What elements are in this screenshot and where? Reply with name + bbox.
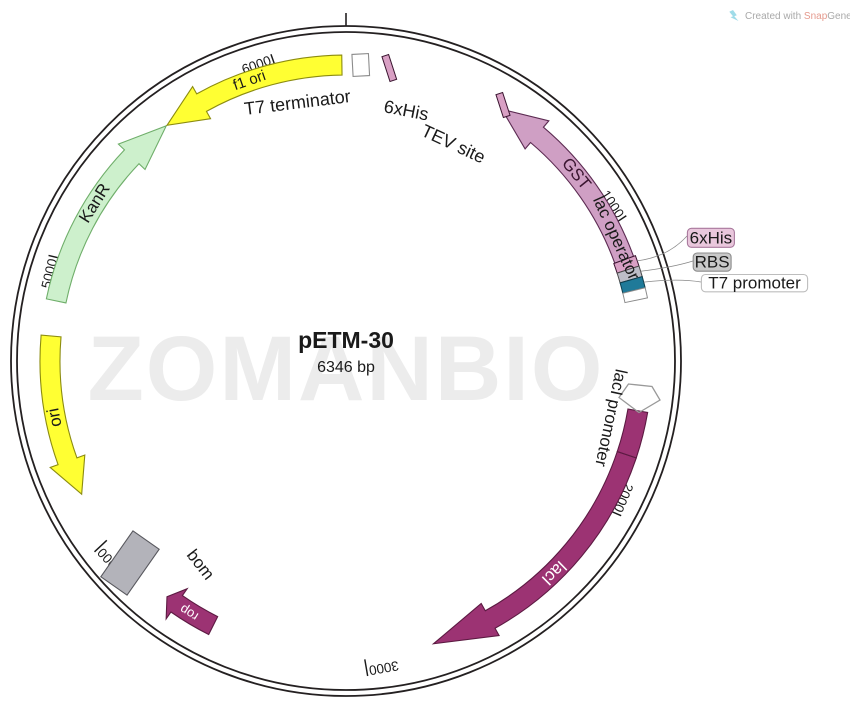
svg-text:Created with SnapGene®: Created with SnapGene® xyxy=(745,9,850,22)
svg-text:3000|: 3000| xyxy=(362,654,400,680)
svg-text:pETM-30: pETM-30 xyxy=(298,327,394,353)
svg-text:TEV site: TEV site xyxy=(418,120,488,167)
svg-text:RBS: RBS xyxy=(695,253,730,272)
svg-text:T7 promoter: T7 promoter xyxy=(708,274,801,293)
svg-text:bom: bom xyxy=(183,546,218,584)
svg-text:ori: ori xyxy=(43,406,65,428)
svg-text:6xHis: 6xHis xyxy=(382,96,430,124)
svg-text:6xHis: 6xHis xyxy=(690,228,733,247)
svg-text:T7 terminator: T7 terminator xyxy=(243,86,352,119)
svg-text:6346 bp: 6346 bp xyxy=(317,359,375,376)
